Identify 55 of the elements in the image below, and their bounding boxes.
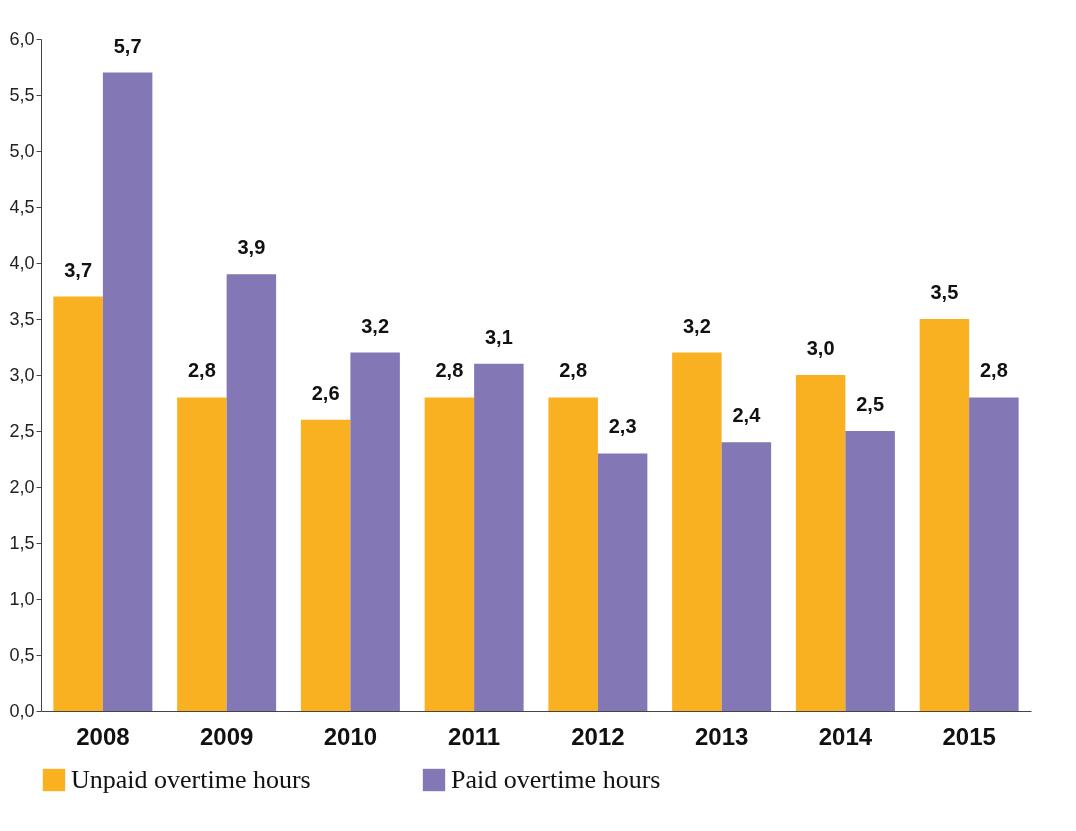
data-label: 3,2 — [361, 314, 390, 337]
x-tick-label: 2013 — [694, 722, 749, 750]
bar — [102, 72, 153, 711]
y-tick-label: 0,5 — [9, 644, 35, 665]
data-label: 5,7 — [113, 34, 142, 57]
legend-label: Paid overtime hours — [451, 765, 661, 794]
y-tick-label: 2,0 — [9, 476, 35, 497]
bar — [177, 397, 227, 711]
bar — [969, 397, 1019, 711]
data-label: 2,8 — [559, 359, 588, 382]
bar — [795, 375, 846, 711]
x-tick-label: 2014 — [818, 722, 873, 750]
y-tick-label: 1,5 — [9, 532, 35, 553]
bar — [845, 431, 895, 711]
data-label: 2,8 — [435, 359, 464, 382]
y-tick-label: 4,0 — [9, 252, 35, 273]
bar — [721, 442, 772, 711]
data-label: 3,1 — [484, 325, 513, 348]
bar — [424, 397, 475, 711]
x-tick-label: 2012 — [571, 722, 625, 750]
x-tick-label: 2009 — [199, 722, 254, 750]
data-label: 3,5 — [930, 281, 959, 303]
data-label: 2,5 — [856, 393, 885, 415]
y-tick-label: 3,5 — [9, 308, 35, 329]
data-label: 2,8 — [187, 359, 216, 382]
bar — [672, 352, 722, 711]
y-tick-label: 3,0 — [9, 364, 35, 385]
data-label: 2,6 — [311, 381, 340, 404]
x-tick-label: 2015 — [942, 722, 996, 750]
y-tick-label: 0,0 — [9, 700, 35, 721]
data-label: 3,7 — [64, 258, 93, 281]
data-label: 2,8 — [979, 359, 1008, 382]
bar — [226, 274, 277, 711]
y-tick-label: 4,5 — [9, 196, 35, 217]
x-tick-label: 2011 — [448, 722, 501, 750]
y-tick-label: 1,0 — [9, 588, 35, 609]
data-label: 3,0 — [806, 337, 835, 359]
x-tick-label: 2010 — [323, 722, 378, 750]
y-tick-label: 5,0 — [9, 140, 35, 161]
x-tick-label: 2008 — [76, 722, 130, 750]
legend-label: Unpaid overtime hours — [71, 765, 311, 794]
bar — [919, 319, 970, 711]
data-label: 3,9 — [237, 236, 266, 259]
y-tick-label: 5,5 — [9, 84, 35, 105]
bar — [548, 397, 598, 711]
data-label: 3,2 — [682, 314, 711, 337]
bar — [300, 419, 351, 711]
bar — [597, 453, 648, 711]
data-label: 2,3 — [608, 415, 637, 438]
bar — [350, 352, 400, 711]
bar — [474, 363, 524, 711]
data-label: 2,4 — [732, 404, 762, 427]
bar — [53, 296, 103, 711]
y-tick-label: 2,5 — [9, 420, 35, 441]
y-tick-label: 6,0 — [9, 28, 35, 49]
